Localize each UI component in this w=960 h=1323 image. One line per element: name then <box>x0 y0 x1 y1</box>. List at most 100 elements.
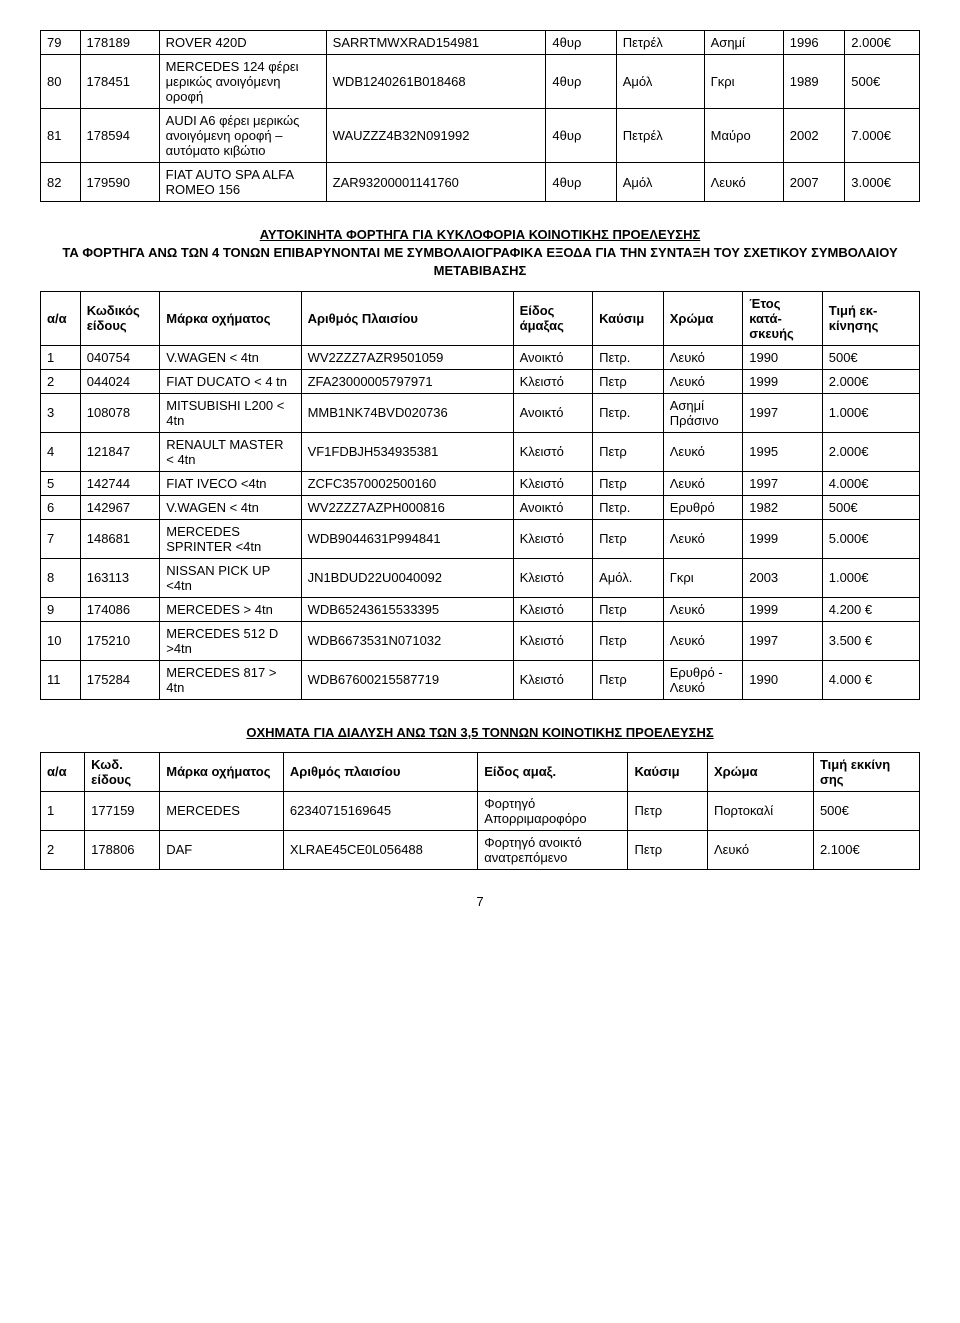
table-cell: DAF <box>160 830 284 869</box>
table-row: 11175284MERCEDES 817 > 4tnWDB67600215587… <box>41 660 920 699</box>
table-cell: Πετρ <box>593 660 664 699</box>
table-cell: Πετρ <box>593 519 664 558</box>
heading-line2: ΤΑ ΦΟΡΤΗΓΑ ΑΝΩ ΤΩΝ 4 ΤΟΝΩΝ ΕΠΙΒΑΡΥΝΟΝΤΑΙ… <box>62 245 897 278</box>
table-row: 1040754V.WAGEN < 4tnWV2ZZZ7AZR9501059Ανο… <box>41 345 920 369</box>
table-cell: V.WAGEN < 4tn <box>160 495 301 519</box>
table-cell: 2.000€ <box>845 31 920 55</box>
table-row: 5142744FIAT IVECO <4tnZCFC3570002500160Κ… <box>41 471 920 495</box>
table-cell: Κλειστό <box>513 471 593 495</box>
table-cell: 8 <box>41 558 81 597</box>
table-cell: 174086 <box>80 597 160 621</box>
table-cell: WDB65243615533395 <box>301 597 513 621</box>
table-cell: Λευκό <box>663 471 743 495</box>
vehicles-table-1: 79178189ROVER 420DSARRTMWXRAD1549814θυρΠ… <box>40 30 920 202</box>
table-cell: 500€ <box>845 55 920 109</box>
table-cell: Ασημί Πράσινο <box>663 393 743 432</box>
table-cell: ROVER 420D <box>159 31 326 55</box>
table-cell: Κλειστό <box>513 558 593 597</box>
table-cell: RENAULT MASTER < 4tn <box>160 432 301 471</box>
table-cell: 3.000€ <box>845 163 920 202</box>
table-cell: 2007 <box>783 163 845 202</box>
table-cell: 6 <box>41 495 81 519</box>
table-cell: MERCEDES 817 > 4tn <box>160 660 301 699</box>
table-cell: Κλειστό <box>513 597 593 621</box>
column-header: Τιμή εκ-κίνησης <box>822 291 919 345</box>
table-cell: Πετρ <box>628 830 708 869</box>
table-cell: 79 <box>41 31 81 55</box>
table-cell: 1995 <box>743 432 823 471</box>
table-cell: Γκρι <box>663 558 743 597</box>
column-header: Κωδ. είδους <box>85 752 160 791</box>
table-cell: MERCEDES > 4tn <box>160 597 301 621</box>
table-row: 2178806DAFXLRAE45CE0L056488Φορτηγό ανοικ… <box>41 830 920 869</box>
table-cell: 1999 <box>743 597 823 621</box>
table-cell: 1997 <box>743 471 823 495</box>
column-header: Είδος αμαξ. <box>478 752 628 791</box>
column-header: Αριθμός πλαισίου <box>283 752 477 791</box>
table-cell: Κλειστό <box>513 519 593 558</box>
column-header: Καύσιμ <box>593 291 664 345</box>
table-cell: 80 <box>41 55 81 109</box>
trucks-heading: ΑΥΤΟΚΙΝΗΤΑ ΦΟΡΤΗΓΑ ΓΙΑ ΚΥΚΛΟΦΟΡΙΑ ΚΟΙΝΟΤ… <box>40 226 920 281</box>
table-cell: 5.000€ <box>822 519 919 558</box>
table-cell: Πετρ <box>593 432 664 471</box>
table-row: 82179590FIAT AUTO SPA ALFA ROMEO 156ZAR9… <box>41 163 920 202</box>
trucks-table: α/αΚωδικός είδουςΜάρκα οχήματοςΑριθμός Π… <box>40 291 920 700</box>
table-cell: 4 <box>41 432 81 471</box>
column-header: Τιμή εκκίνη σης <box>813 752 919 791</box>
table-cell: 1.000€ <box>822 393 919 432</box>
table-cell: 500€ <box>822 495 919 519</box>
table-cell: Πετρ <box>593 369 664 393</box>
table-cell: 7 <box>41 519 81 558</box>
table-cell: 1999 <box>743 519 823 558</box>
table-cell: 2.000€ <box>822 369 919 393</box>
table-cell: 82 <box>41 163 81 202</box>
table-row: 80178451MERCEDES 124 φέρει μερικώς ανοιγ… <box>41 55 920 109</box>
table-row: 2044024FIAT DUCATO < 4 tnZFA230000057979… <box>41 369 920 393</box>
table-cell: 4.200 € <box>822 597 919 621</box>
table-cell: 4θυρ <box>546 109 616 163</box>
table-cell: 4.000€ <box>822 471 919 495</box>
table-cell: Λευκό <box>663 519 743 558</box>
table-cell: 10 <box>41 621 81 660</box>
table-cell: 2002 <box>783 109 845 163</box>
table-cell: 3 <box>41 393 81 432</box>
table-cell: 178594 <box>80 109 159 163</box>
table-cell: Πετρέλ <box>616 31 704 55</box>
table-cell: WDB67600215587719 <box>301 660 513 699</box>
table-cell: WV2ZZZ7AZR9501059 <box>301 345 513 369</box>
table-row: 9174086MERCEDES > 4tnWDB65243615533395Κλ… <box>41 597 920 621</box>
column-header: Κωδικός είδους <box>80 291 160 345</box>
table-cell: 1999 <box>743 369 823 393</box>
table-cell: Κλειστό <box>513 660 593 699</box>
table-cell: 1982 <box>743 495 823 519</box>
table-cell: WAUZZZ4B32N091992 <box>326 109 546 163</box>
column-header: Έτος κατά-σκευής <box>743 291 823 345</box>
table-cell: 4θυρ <box>546 163 616 202</box>
table-cell: Ανοικτό <box>513 393 593 432</box>
table-cell: Κλειστό <box>513 621 593 660</box>
table-cell: 5 <box>41 471 81 495</box>
column-header: Χρώμα <box>707 752 813 791</box>
table-cell: Λευκό <box>663 597 743 621</box>
table-cell: ZFA23000005797971 <box>301 369 513 393</box>
table-cell: Πορτοκαλί <box>707 791 813 830</box>
column-header: α/α <box>41 291 81 345</box>
table-cell: 178189 <box>80 31 159 55</box>
table-row: 8163113NISSAN PICK UP <4tnJN1BDUD22U0040… <box>41 558 920 597</box>
table-cell: Πετρ. <box>593 495 664 519</box>
table-cell: 178451 <box>80 55 159 109</box>
column-header: Μάρκα οχήματος <box>160 291 301 345</box>
table-cell: 2.000€ <box>822 432 919 471</box>
table-cell: VF1FDBJH534935381 <box>301 432 513 471</box>
table-cell: 1 <box>41 791 85 830</box>
table-cell: Πετρ. <box>593 345 664 369</box>
table-cell: MITSUBISHI L200 < 4tn <box>160 393 301 432</box>
table-cell: 9 <box>41 597 81 621</box>
table-cell: Ερυθρό <box>663 495 743 519</box>
column-header: Αριθμός Πλαισίου <box>301 291 513 345</box>
table-cell: 1.000€ <box>822 558 919 597</box>
table-cell: 4.000 € <box>822 660 919 699</box>
table-row: 6142967V.WAGEN < 4tnWV2ZZZ7AZPH000816Ανο… <box>41 495 920 519</box>
table-cell: WDB9044631P994841 <box>301 519 513 558</box>
